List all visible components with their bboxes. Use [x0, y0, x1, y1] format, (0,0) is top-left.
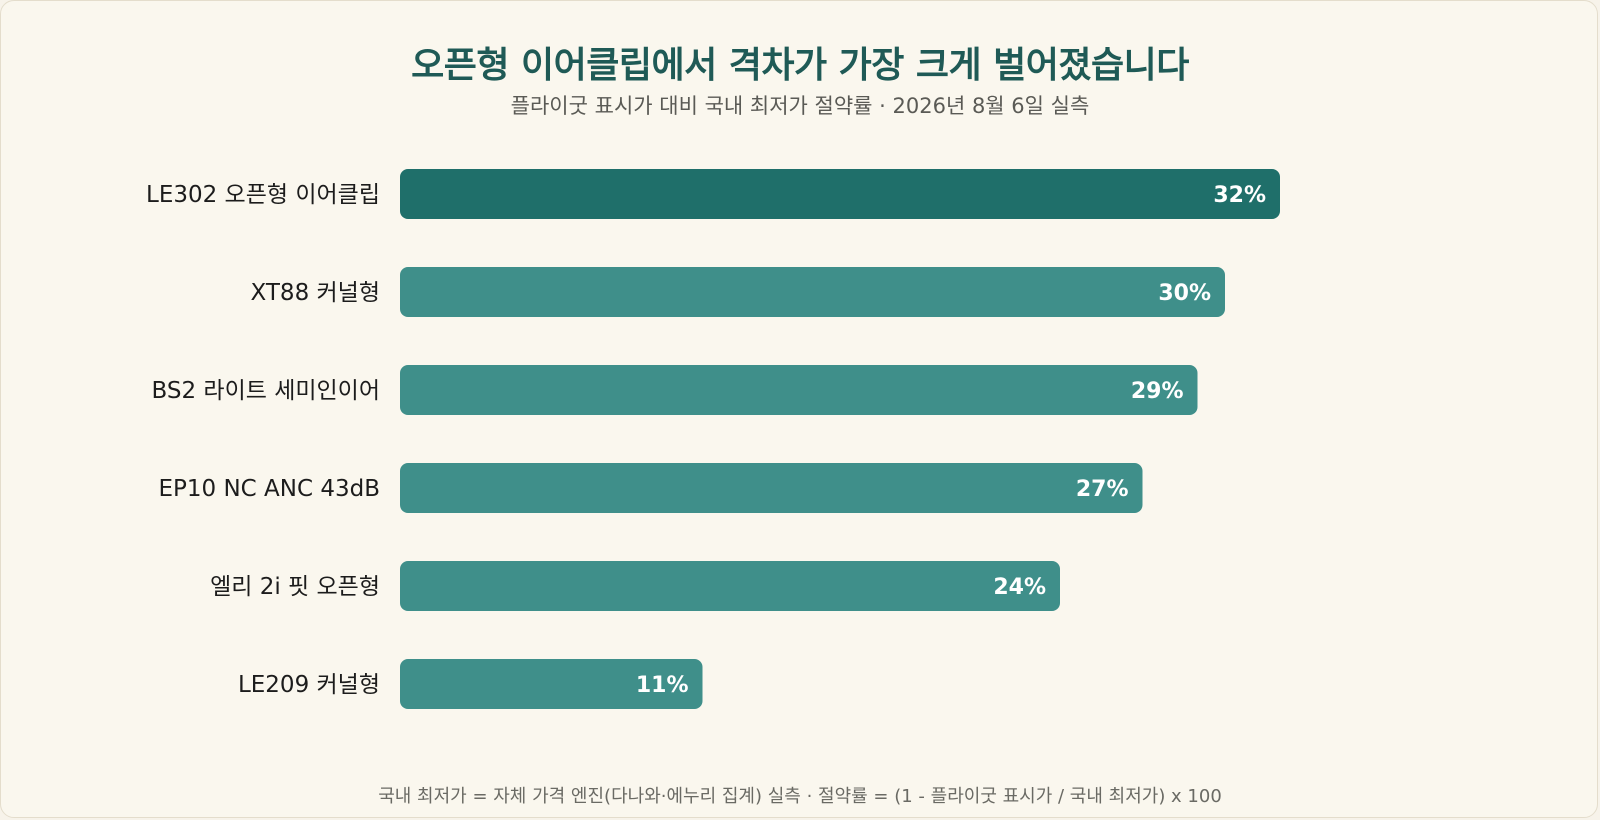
chart-subtitle: 플라이굿 표시가 대비 국내 최저가 절약률 · 2026년 8월 6일 실측: [510, 94, 1090, 118]
bar-0: [400, 169, 1280, 219]
bar-3: [400, 463, 1143, 513]
value-label-1: 30%: [1158, 281, 1211, 306]
category-label-1: XT88 커널형: [251, 280, 380, 306]
bar-5: [400, 659, 703, 709]
value-label-4: 24%: [993, 575, 1046, 600]
category-label-0: LE302 오픈형 이어클립: [146, 182, 380, 208]
category-label-5: LE209 커널형: [238, 672, 380, 698]
value-label-0: 32%: [1213, 183, 1266, 208]
category-label-2: BS2 라이트 세미인이어: [151, 378, 380, 404]
value-label-2: 29%: [1131, 379, 1184, 404]
value-label-5: 11%: [636, 673, 689, 698]
bar-4: [400, 561, 1060, 611]
chart-title: 오픈형 이어클립에서 격차가 가장 크게 벌어졌습니다: [411, 45, 1189, 86]
bar-2: [400, 365, 1198, 415]
category-label-3: EP10 NC ANC 43dB: [158, 476, 380, 502]
value-label-3: 27%: [1076, 477, 1129, 502]
chart-footnote: 국내 최저가 = 자체 가격 엔진(다나와·에누리 집계) 실측 · 절약률 =…: [378, 786, 1222, 807]
category-label-4: 엘리 2i 핏 오픈형: [210, 574, 380, 600]
bar-1: [400, 267, 1225, 317]
